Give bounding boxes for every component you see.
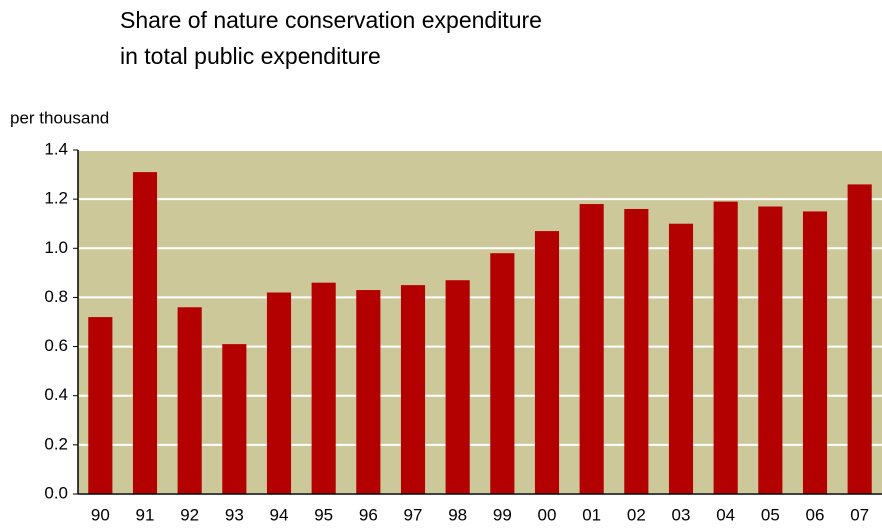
x-tick-label: 06 [806,505,825,524]
y-tick-label: 1.0 [44,238,68,257]
y-tick-label: 1.2 [44,189,68,208]
x-tick-label: 97 [404,505,423,524]
x-tick-label: 07 [850,505,869,524]
bar [668,223,694,494]
x-tick-label: 90 [91,505,110,524]
bar [356,290,381,494]
y-tick-label: 0.6 [44,336,68,355]
bar [624,208,649,494]
plot-area [78,150,882,494]
y-tick-label: 1.4 [44,139,68,158]
bar [579,204,604,495]
y-tick-label: 0.4 [44,385,68,404]
y-axis-label: per thousand [10,108,109,127]
bar [222,344,247,494]
bar [534,231,560,495]
bar [847,184,872,494]
x-tick-label: 01 [582,505,601,524]
x-tick-label: 99 [493,505,512,524]
chart-title: Share of nature conservation expenditure [120,7,542,33]
bar [88,317,113,494]
x-tick-label: 92 [180,505,199,524]
bar [713,201,738,494]
x-tick-label: 93 [225,505,244,524]
bar [758,206,783,494]
x-tick-label: 95 [314,505,333,524]
x-tick-label: 96 [359,505,378,524]
y-tick-label: 0.0 [44,483,68,502]
bar [266,292,292,494]
x-tick-label: 05 [761,505,780,524]
x-tick-label: 04 [716,505,735,524]
x-tick-label: 02 [627,505,646,524]
bar [311,282,336,494]
x-tick-label: 98 [448,505,467,524]
bar [177,307,202,494]
bar [132,172,158,494]
bar [445,280,470,494]
x-tick-label: 91 [136,505,155,524]
y-tick-label: 0.8 [44,287,68,306]
chart-title: in total public expenditure [120,43,381,69]
bar [490,253,515,494]
x-tick-label: 03 [672,505,691,524]
x-tick-label: 94 [270,505,289,524]
bar [802,211,828,494]
bar [400,285,426,494]
x-tick-label: 00 [538,505,557,524]
y-tick-label: 0.2 [44,434,68,453]
